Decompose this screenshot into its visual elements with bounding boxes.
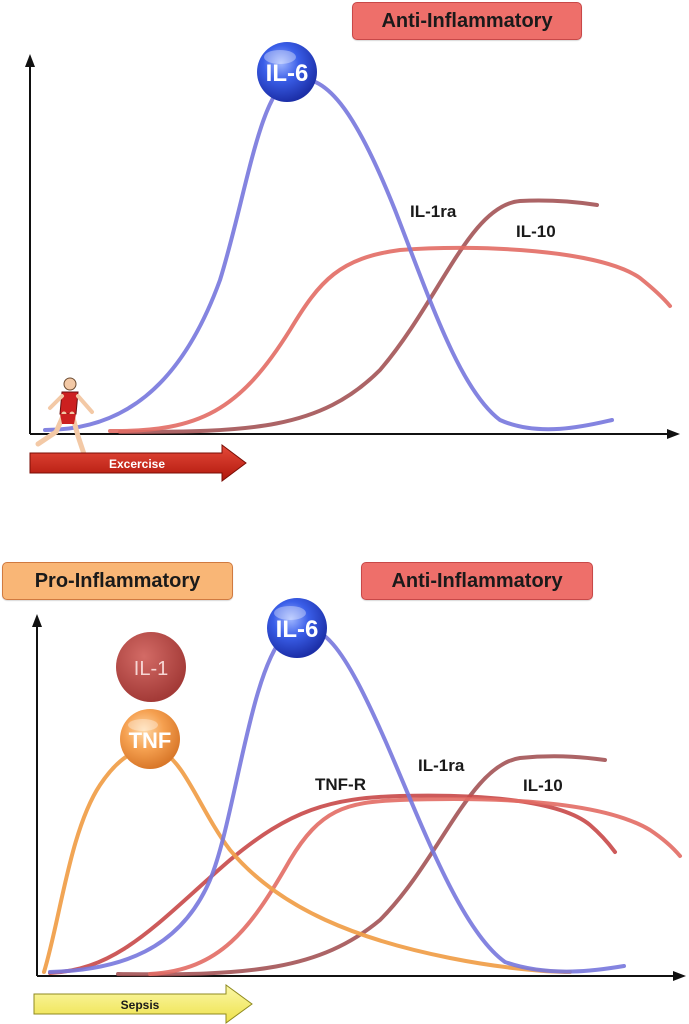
tnf-curve (42, 746, 572, 974)
il1ra-label: IL-1ra (410, 202, 457, 221)
anti-inflammatory-badge: Anti-Inflammatory (361, 562, 593, 600)
il1-marker-label: IL-1 (134, 658, 168, 680)
runner-icon (35, 377, 94, 457)
tnfr-curve (48, 793, 617, 975)
exercise-arrow-label: Excercise (109, 457, 165, 471)
il1-marker: IL-1 (116, 632, 186, 702)
il10-curve (118, 198, 599, 434)
tnf-marker: TNF (120, 709, 180, 769)
y-axis (32, 614, 42, 976)
il10-curve (116, 754, 607, 977)
anti-inflammatory-badge: Anti-Inflammatory (352, 2, 582, 40)
il10-label: IL-10 (516, 222, 556, 241)
tnfr-label: TNF-R (315, 775, 366, 794)
il6-curve (43, 76, 614, 432)
il6-marker: IL-6 (257, 42, 317, 102)
sepsis-arrow: Sepsis (33, 984, 253, 1024)
il6-marker: IL-6 (267, 598, 327, 658)
sepsis-plot: IL-1 TNF IL-6 Sepsis (32, 598, 686, 1024)
il6-marker-label: IL-6 (276, 616, 319, 643)
pro-inflammatory-badge: Pro-Inflammatory (2, 562, 233, 600)
x-axis (30, 429, 680, 439)
tnf-marker-label: TNF (129, 728, 172, 753)
exercise-panel: IL-6 Excercise Anti-Inflammatory IL-1ra … (0, 0, 689, 500)
sepsis-panel: IL-1 TNF IL-6 Sepsis Pro-Inflammatory An… (0, 500, 689, 1024)
il10-label: IL-10 (523, 776, 563, 795)
exercise-plot: IL-6 Excercise (25, 42, 680, 482)
il1ra-curve (108, 245, 672, 434)
il1ra-curve (148, 797, 682, 976)
y-axis (25, 54, 35, 434)
sepsis-arrow-label: Sepsis (121, 998, 160, 1012)
exercise-arrow: Excercise (29, 444, 247, 482)
il6-marker-label: IL-6 (266, 60, 309, 87)
il1ra-label: IL-1ra (418, 756, 465, 775)
